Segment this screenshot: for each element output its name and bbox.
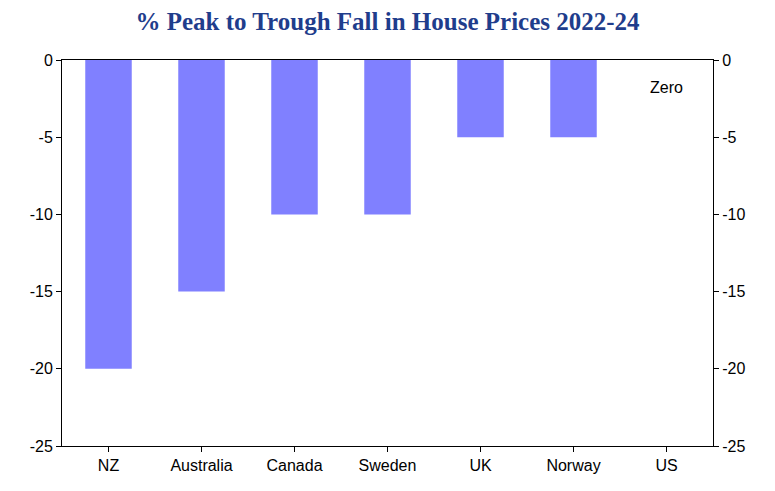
svg-text:-15: -15 xyxy=(722,283,745,300)
svg-text:0: 0 xyxy=(722,52,731,69)
svg-text:Sweden: Sweden xyxy=(359,457,417,474)
svg-text:Norway: Norway xyxy=(546,457,600,474)
svg-text:-20: -20 xyxy=(30,360,53,377)
svg-text:-10: -10 xyxy=(722,206,745,223)
svg-text:Australia: Australia xyxy=(170,457,232,474)
svg-text:Canada: Canada xyxy=(266,457,322,474)
svg-text:-25: -25 xyxy=(30,438,53,455)
svg-text:-20: -20 xyxy=(722,360,745,377)
svg-text:-5: -5 xyxy=(39,129,53,146)
svg-text:-5: -5 xyxy=(722,129,736,146)
svg-text:UK: UK xyxy=(469,457,492,474)
svg-text:-15: -15 xyxy=(30,283,53,300)
svg-text:NZ: NZ xyxy=(98,457,120,474)
svg-text:-10: -10 xyxy=(30,206,53,223)
svg-text:US: US xyxy=(655,457,677,474)
svg-text:0: 0 xyxy=(44,52,53,69)
svg-text:Zero: Zero xyxy=(650,79,683,96)
svg-text:% Peak to Trough Fall in House: % Peak to Trough Fall in House Prices 20… xyxy=(135,8,640,35)
svg-text:-25: -25 xyxy=(722,438,745,455)
